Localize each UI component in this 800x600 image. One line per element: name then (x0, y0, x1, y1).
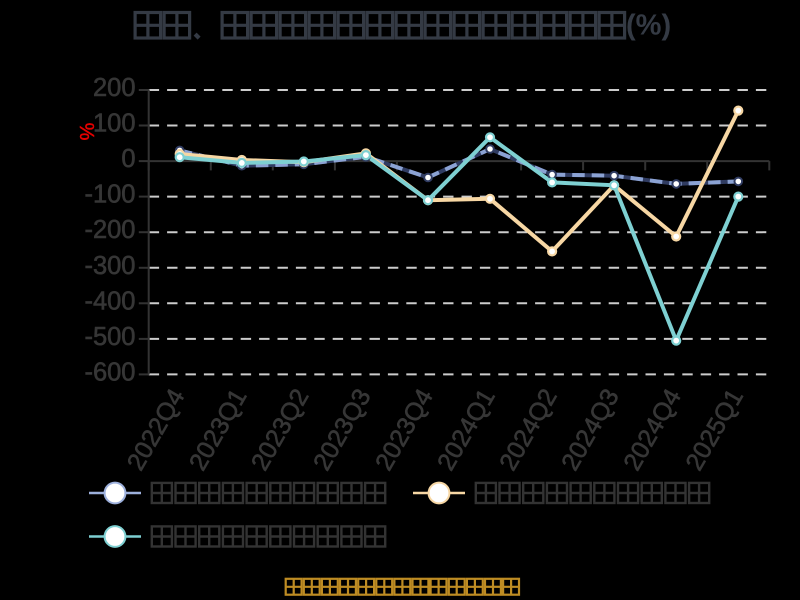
svg-text:-200: -200 (84, 216, 135, 244)
svg-text:-300: -300 (84, 252, 135, 280)
svg-text:(%): (%) (626, 9, 671, 41)
svg-text:-600: -600 (84, 358, 135, 386)
svg-text:-400: -400 (84, 287, 135, 315)
svg-text:100: 100 (93, 110, 136, 138)
svg-text:0: 0 (121, 145, 135, 173)
svg-text:-500: -500 (84, 323, 135, 351)
svg-text:%: % (75, 123, 97, 141)
svg-text:200: 200 (93, 74, 136, 102)
svg-text:-100: -100 (84, 181, 135, 209)
